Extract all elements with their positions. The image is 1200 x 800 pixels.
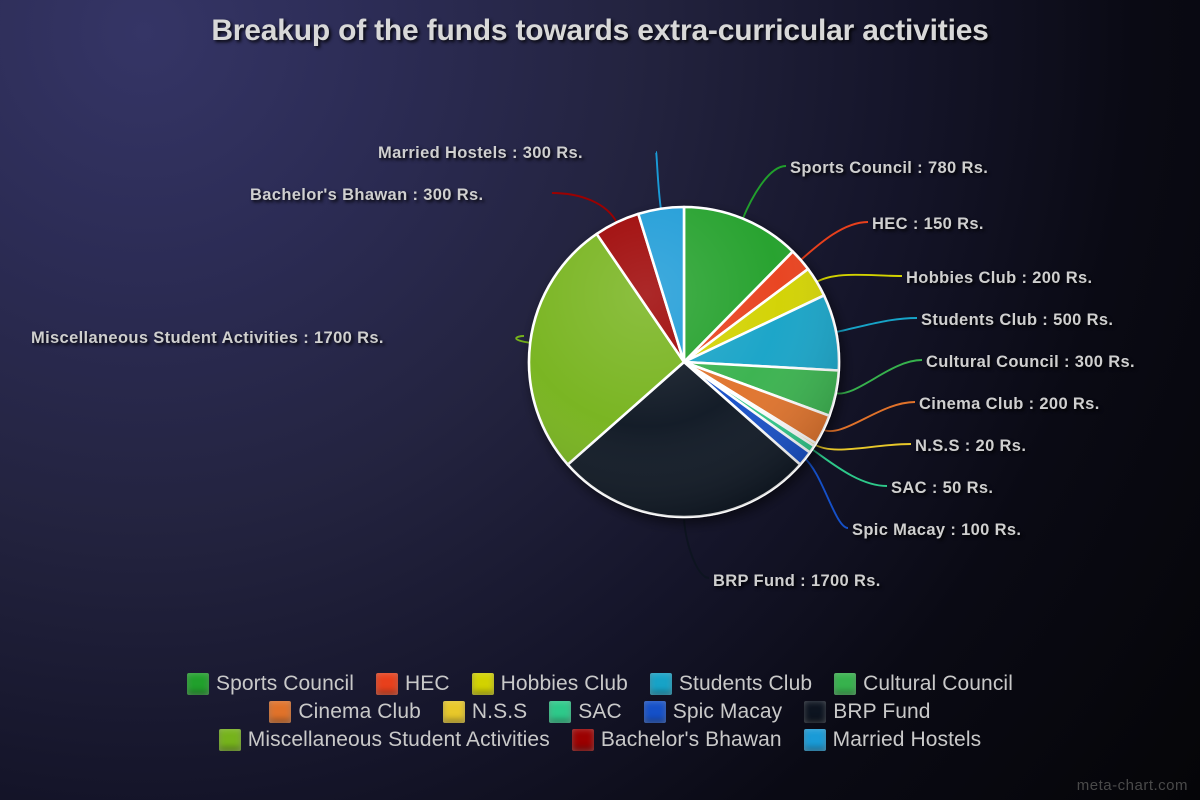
- legend-swatch: [442, 701, 465, 723]
- legend-row: Miscellaneous Student Activities Bachelor…: [218, 728, 982, 752]
- legend-item[interactable]: Students Club: [649, 672, 813, 696]
- legend-swatch: [471, 673, 494, 695]
- legend-label: Miscellaneous Student Activities: [247, 728, 550, 751]
- legend-item[interactable]: Bachelor's Bhawan: [571, 728, 782, 752]
- leader-line: [834, 359, 923, 395]
- legend-label: Sports Council: [216, 672, 354, 695]
- leader-line: [810, 447, 888, 487]
- leader-line: [655, 151, 663, 211]
- legend-label: Cinema Club: [298, 700, 421, 723]
- leader-line: [821, 401, 916, 432]
- slice-label-misc-student-activities: Miscellaneous Student Activities : 1700 …: [31, 329, 384, 347]
- legend-item[interactable]: BRP Fund: [804, 700, 930, 724]
- slice-label-hec: HEC : 150 Rs.: [872, 215, 984, 233]
- leader-line: [798, 221, 869, 262]
- slice-label-cultural-council: Cultural Council : 300 Rs.: [926, 353, 1135, 371]
- legend-item[interactable]: Miscellaneous Student Activities: [218, 728, 550, 752]
- leader-line: [803, 456, 849, 529]
- legend-item[interactable]: SAC: [549, 700, 622, 724]
- legend-row: Sports Council HEC Hobbies Club Students Cl…: [187, 672, 1013, 696]
- leader-line: [741, 165, 787, 221]
- legend-swatch: [803, 729, 826, 751]
- legend-item[interactable]: N.S.S: [442, 700, 528, 724]
- legend-item[interactable]: Sports Council: [187, 672, 354, 696]
- watermark: meta-chart.com: [1076, 777, 1188, 794]
- slice-label-bachelors-bhawan: Bachelor's Bhawan : 300 Rs.: [250, 186, 484, 204]
- legend-swatch: [549, 701, 572, 723]
- legend-label: SAC: [578, 700, 622, 723]
- slice-label-students-club: Students Club : 500 Rs.: [921, 311, 1114, 329]
- legend-swatch: [804, 701, 827, 723]
- leader-line: [814, 273, 903, 284]
- legend-swatch: [269, 701, 292, 723]
- legend-row: Cinema Club N.S.S SAC Spic Macay BRP Fund: [269, 700, 930, 724]
- leader-line: [813, 443, 912, 451]
- leader-line: [515, 335, 532, 344]
- legend-item[interactable]: HEC: [375, 672, 450, 696]
- legend-label: BRP Fund: [833, 700, 931, 723]
- slice-label-sac: SAC : 50 Rs.: [891, 479, 994, 497]
- legend-swatch: [649, 673, 672, 695]
- slice-label-hobbies-club: Hobbies Club : 200 Rs.: [906, 269, 1093, 287]
- leader-line: [551, 192, 619, 225]
- slice-label-nss: N.S.S : 20 Rs.: [915, 437, 1027, 455]
- legend-label: Spic Macay: [672, 700, 783, 723]
- legend-label: Bachelor's Bhawan: [600, 728, 782, 751]
- chart-legend: Sports Council HEC Hobbies Club Students Cl…: [0, 672, 1200, 752]
- slice-label-married-hostels: Married Hostels : 300 Rs.: [378, 144, 583, 162]
- legend-swatch: [834, 673, 857, 695]
- legend-swatch: [375, 673, 398, 695]
- leader-line: [834, 317, 918, 334]
- pie-slices: [527, 205, 841, 519]
- legend-label: Students Club: [678, 672, 813, 695]
- slice-label-brp-fund: BRP Fund : 1700 Rs.: [713, 572, 881, 590]
- slice-label-spic-macay: Spic Macay : 100 Rs.: [852, 521, 1022, 539]
- legend-swatch: [571, 729, 594, 751]
- legend-swatch: [218, 729, 241, 751]
- legend-item[interactable]: Cinema Club: [269, 700, 421, 724]
- slice-label-cinema-club: Cinema Club : 200 Rs.: [919, 395, 1100, 413]
- legend-swatch: [643, 701, 666, 723]
- legend-item[interactable]: Hobbies Club: [471, 672, 628, 696]
- legend-label: Married Hostels: [832, 728, 982, 751]
- legend-label: Hobbies Club: [500, 672, 628, 695]
- legend-item[interactable]: Married Hostels: [803, 728, 982, 752]
- legend-swatch: [187, 673, 210, 695]
- page-title: Breakup of the funds towards extra-curri…: [211, 14, 989, 47]
- slice-label-sports-council: Sports Council : 780 Rs.: [790, 159, 989, 177]
- legend-item[interactable]: Cultural Council: [834, 672, 1013, 696]
- legend-label: Cultural Council: [863, 672, 1013, 695]
- leader-line: [683, 515, 710, 579]
- legend-label: HEC: [404, 672, 450, 695]
- legend-item[interactable]: Spic Macay: [643, 700, 783, 724]
- legend-label: N.S.S: [471, 700, 528, 723]
